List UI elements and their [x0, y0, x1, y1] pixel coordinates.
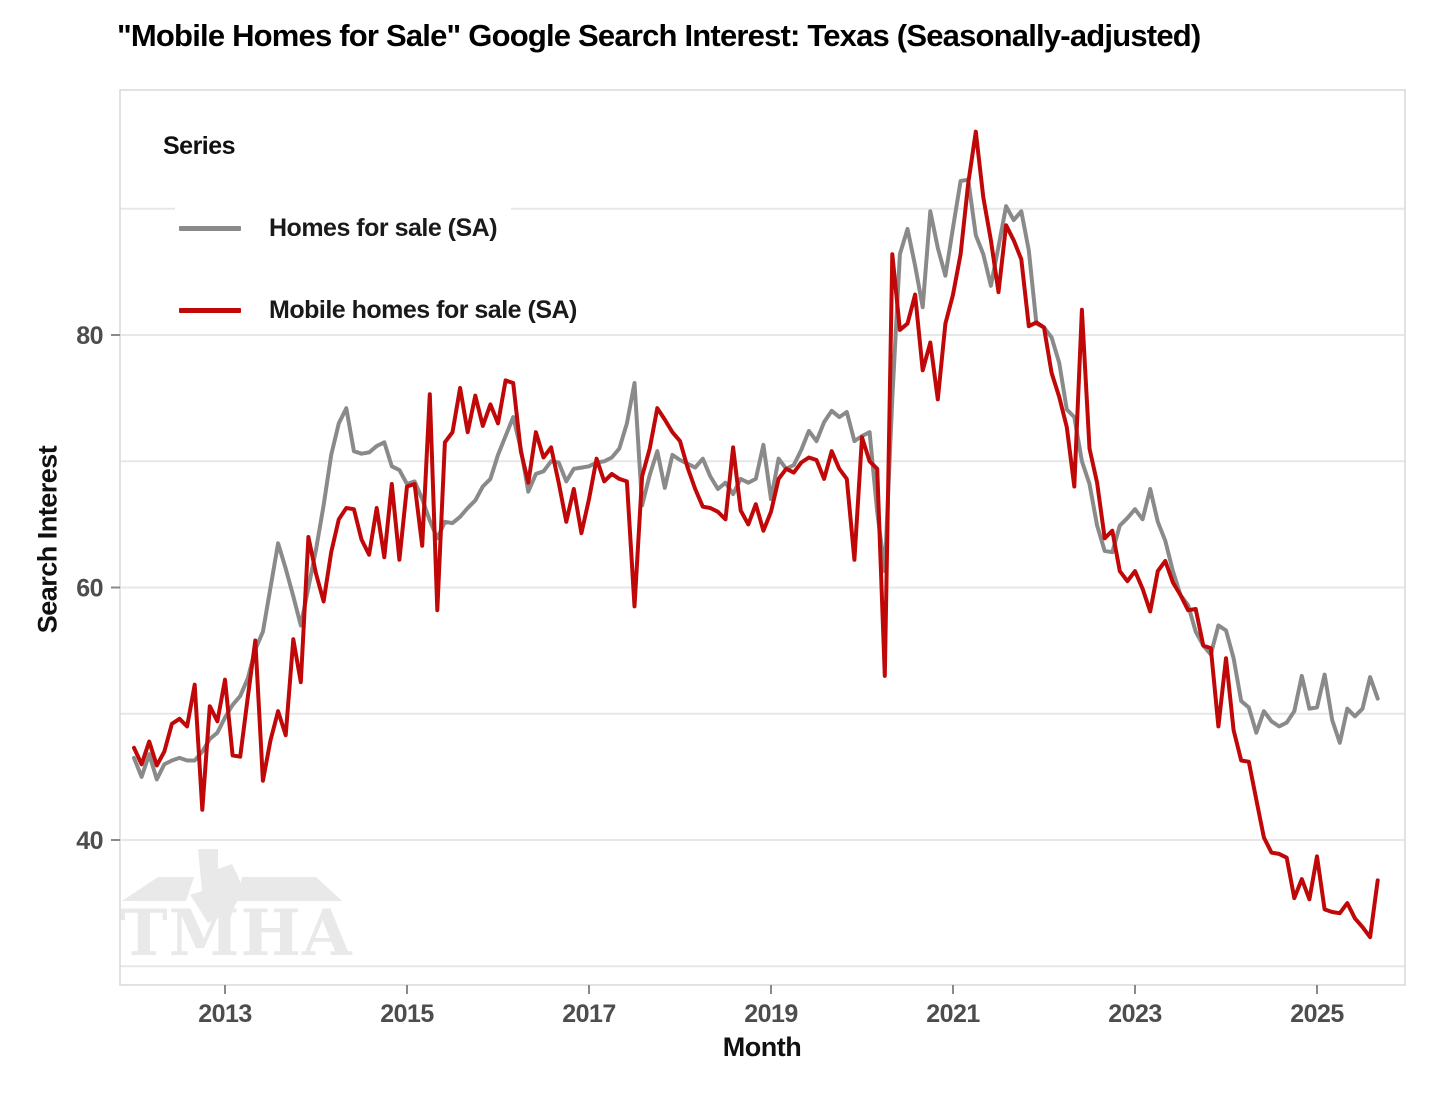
- x-tick-label-2025: 2025: [1290, 1000, 1344, 1028]
- legend: Series Homes for sale (SA) Mobile homes …: [163, 132, 591, 333]
- legend-label: Mobile homes for sale (SA): [269, 296, 577, 324]
- x-tick-label-2023: 2023: [1108, 1000, 1162, 1028]
- legend-label: Homes for sale (SA): [269, 214, 498, 242]
- series-line-mobile-homes-for-sale: [132, 129, 1380, 940]
- x-axis-title: Month: [722, 1032, 802, 1062]
- y-tick-label-80: 80: [76, 322, 103, 350]
- y-tick-label-60: 60: [76, 575, 103, 603]
- y-axis-title: Search Interest: [32, 445, 63, 634]
- red-line-swatch: [179, 308, 241, 313]
- plot-panel-border: [119, 89, 1406, 986]
- watermark-roof-left: [122, 877, 194, 901]
- watermark-texas-shape: [190, 849, 244, 925]
- tmha-watermark-logo: TMHA: [120, 849, 353, 968]
- y-tick-label-40: 40: [76, 827, 103, 855]
- x-tick-label-2013: 2013: [198, 1000, 252, 1028]
- x-tick-label-2019: 2019: [744, 1000, 798, 1028]
- watermark-roof-right: [236, 877, 342, 901]
- watermark-letters: TMHA: [120, 896, 353, 968]
- legend-entry-mobile-homes-for-sale: Mobile homes for sale (SA): [175, 288, 591, 333]
- series-line-homes-for-sale: [132, 177, 1380, 782]
- x-tick-label-2015: 2015: [380, 1000, 434, 1028]
- x-tick-label-2017: 2017: [562, 1000, 616, 1028]
- legend-title: Series: [163, 132, 236, 160]
- chart-title: "Mobile Homes for Sale" Google Search In…: [117, 18, 1201, 53]
- legend-entry-homes-for-sale: Homes for sale (SA): [175, 206, 512, 251]
- x-tick-label-2021: 2021: [926, 1000, 980, 1028]
- gray-line-swatch: [179, 226, 241, 231]
